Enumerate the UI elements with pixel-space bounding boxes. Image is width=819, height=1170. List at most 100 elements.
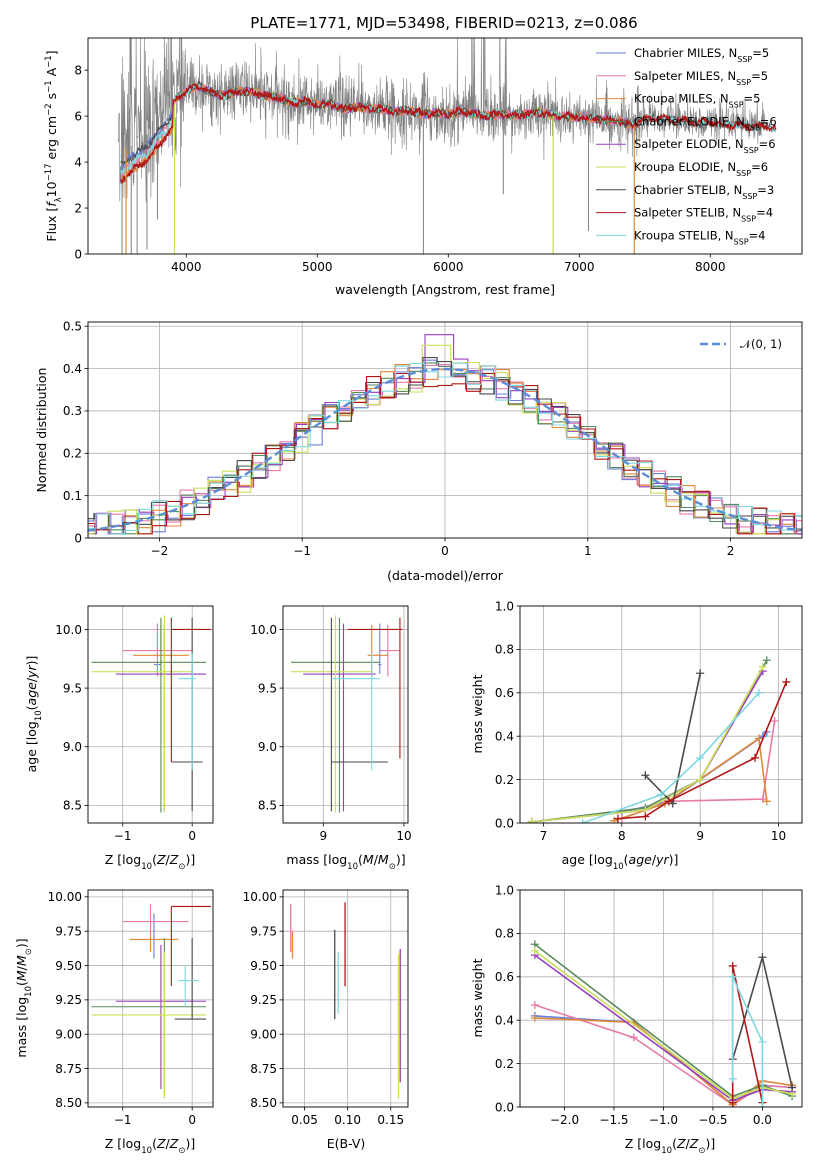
y-tick-label: 10.00 (48, 890, 82, 904)
mw-z-y-label: mass weight (470, 958, 485, 1037)
y-tick-label: 0.1 (63, 489, 82, 503)
series-kroupa-stelib (728, 972, 767, 1107)
series-marker (641, 812, 650, 821)
errorbar-salpeter-elodie (115, 944, 207, 1090)
y-tick-label: 0.4 (63, 362, 82, 376)
series-line (582, 692, 760, 823)
x-tick-label: 7000 (564, 260, 595, 274)
errorbar-salpeter-miles (379, 624, 400, 677)
y-tick-label: 9.75 (55, 925, 82, 939)
series-marker (758, 1103, 767, 1107)
y-tick-label: 0.2 (495, 1057, 514, 1071)
errorbar-chabrier-stelib (174, 938, 207, 1020)
errorbar-kroupa-stelib (178, 965, 200, 1007)
plot-area-age_vs_mass (291, 615, 403, 813)
axes-frame (87, 321, 803, 539)
legend-entry: Kroupa ELODIE, NSSP=6 (596, 160, 768, 178)
mw-z-x-label: Z [log10(Z/Z⊙)] (625, 1136, 715, 1156)
y-tick-label: 0.2 (63, 447, 82, 461)
hist-kroupa-stelib (88, 362, 802, 535)
x-tick-label: 2 (727, 544, 735, 558)
y-tick-label: 0.0 (495, 1100, 514, 1114)
model-line-kroupa-miles (120, 83, 635, 181)
axes-frame (519, 605, 803, 824)
series-marker (754, 688, 763, 697)
axes-mass_weight_vs_age: 7 8 9 10 0.0 0.2 0.4 0.6 0.8 1.0 (495, 599, 803, 843)
x-tick-label: −1 (114, 1113, 132, 1127)
y-tick-label: 10.0 (55, 623, 82, 637)
series-line (531, 666, 764, 823)
axes-frame (282, 605, 409, 824)
errorbar-chabrier-miles (378, 623, 382, 675)
series-marker (578, 819, 587, 823)
x-tick-label: −2 (151, 544, 169, 558)
series-marker (770, 717, 779, 726)
series-marker (696, 775, 705, 784)
x-tick-label: 4000 (171, 260, 202, 274)
y-tick-label: 9.5 (258, 681, 277, 695)
x-tick-label: 0.0 (753, 1113, 772, 1127)
x-tick-label: 10 (771, 829, 786, 843)
errorbar-kroupa-stelib (331, 652, 380, 771)
y-tick-label: 0 (74, 247, 82, 261)
y-tick-label: 8.50 (55, 1096, 82, 1110)
series-marker (762, 797, 771, 806)
y-tick-label: 1.0 (495, 599, 514, 613)
series-kroupa-stelib (578, 688, 763, 823)
data-spectrum-line (117, 38, 766, 203)
axes-frame (87, 605, 214, 824)
series-marker (728, 1098, 737, 1107)
series-chabrier-stelib (641, 669, 705, 808)
hist-chabrier-miles (88, 359, 802, 535)
errorbar-salpeter-stelib (347, 617, 403, 759)
x-tick-label: 0 (188, 829, 196, 843)
series-marker (530, 1001, 539, 1010)
series-marker (613, 814, 622, 823)
legend-entry: Chabrier ELODIE, NSSP=6 (596, 114, 777, 132)
series-line (731, 976, 764, 1107)
x-tick-label: 10 (396, 829, 411, 843)
y-tick-label: 9.25 (55, 993, 82, 1007)
series-marker (728, 972, 737, 981)
errorbar-chabrier-stelib (171, 617, 203, 812)
y-tick-label: 9.0 (258, 740, 277, 754)
x-tick-label: 1 (584, 544, 592, 558)
series-salpeter-stelib (613, 677, 791, 823)
x-tick-label: 0.10 (334, 1113, 361, 1127)
y-tick-label: 0.6 (495, 686, 514, 700)
legend-label: Chabrier STELIB, NSSP=3 (634, 183, 774, 201)
legend-gaussian-label: 𝒩(0, 1) (740, 337, 782, 351)
axes-age_vs_Z: −1 0 8.5 9.0 9.5 10.0 (55, 605, 214, 843)
series-line (613, 736, 768, 822)
y-tick-label: 9.00 (250, 1028, 277, 1042)
series-line (531, 659, 768, 823)
x-tick-label: 0 (441, 544, 449, 558)
legend-label: Chabrier ELODIE, NSSP=6 (634, 114, 777, 131)
ebv-x-label: E(B-V) (327, 1136, 366, 1151)
residuals-x-label: (data-model)/error (387, 568, 504, 583)
x-tick-label: −1.0 (649, 1113, 678, 1127)
age-mass-x-label: mass [log10(M/M⊙)] (286, 852, 405, 872)
errorbar-chabrier-elodie (91, 938, 207, 1097)
series-marker (751, 753, 759, 762)
series-marker (782, 677, 791, 686)
series-marker (762, 656, 771, 665)
legend-label: Kroupa STELIB, NSSP=4 (634, 228, 765, 246)
figure-title: PLATE=1771, MJD=53498, FIBERID=0213, z=0… (250, 14, 637, 32)
axes-spectrum: 4000 5000 6000 7000 8000 0 2 4 6 8 Chabrier MILES,… (74, 37, 803, 274)
series-marker (788, 1083, 797, 1092)
plot-area-mass_weight_vs_Z (530, 940, 797, 1107)
series-marker (754, 734, 763, 743)
series-marker (657, 790, 665, 799)
series-marker (758, 1037, 767, 1046)
axes-residuals: −2 −1 0 1 2 0 0.1 0.2 0.3 0.4 0.5 𝒩(0, 1) (63, 320, 803, 558)
plot-area-spectrum (117, 38, 777, 254)
y-tick-label: 1.0 (495, 883, 514, 897)
x-tick-label: 0.15 (377, 1113, 404, 1127)
x-tick-label: 0 (188, 1113, 196, 1127)
age-z-y-label: age [log10(age/yr)] (24, 656, 44, 773)
hist-salpeter-stelib (88, 372, 802, 535)
gaussian-curve (88, 367, 802, 532)
y-tick-label: 9.75 (250, 925, 277, 939)
plot-area-age_vs_Z (91, 615, 211, 813)
